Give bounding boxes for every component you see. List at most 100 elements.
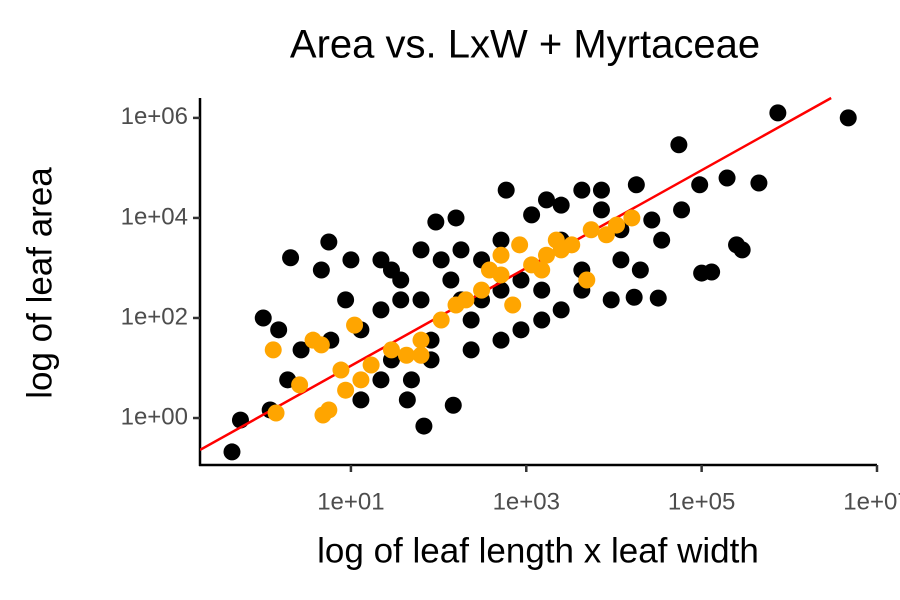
point	[462, 341, 480, 359]
point	[447, 209, 465, 227]
point	[653, 231, 671, 249]
point	[452, 241, 470, 259]
point	[492, 331, 510, 349]
point	[552, 196, 570, 214]
y-tick-label: 1e+06	[121, 103, 188, 130]
point	[427, 213, 445, 231]
point	[362, 356, 380, 374]
point	[412, 291, 430, 309]
x-tick-label: 1e+07	[843, 488, 900, 515]
y-tick-label: 1e+04	[121, 203, 188, 230]
point	[578, 271, 596, 289]
point	[523, 206, 541, 224]
point	[750, 174, 768, 192]
point	[444, 396, 462, 414]
point	[372, 301, 390, 319]
point	[398, 391, 416, 409]
point	[332, 361, 350, 379]
point	[703, 263, 721, 281]
point	[342, 251, 360, 269]
point	[492, 246, 510, 264]
point	[718, 169, 736, 187]
point	[320, 401, 338, 419]
point	[415, 417, 433, 435]
point	[267, 404, 285, 422]
point	[392, 291, 410, 309]
point	[462, 311, 480, 329]
point	[512, 321, 530, 339]
point	[537, 191, 555, 209]
point	[625, 288, 643, 306]
point	[592, 181, 610, 199]
point	[612, 251, 630, 269]
point	[372, 371, 390, 389]
point	[673, 201, 691, 219]
point	[320, 233, 338, 251]
point	[432, 311, 450, 329]
y-tick-label: 1e+00	[121, 403, 188, 430]
point	[270, 321, 288, 339]
point	[473, 281, 491, 299]
y-axis-title: log of leaf area	[20, 167, 59, 399]
point	[372, 251, 390, 269]
point	[497, 181, 515, 199]
point	[412, 346, 430, 364]
point	[292, 341, 310, 359]
point	[533, 261, 551, 279]
point	[223, 443, 241, 461]
x-tick-label: 1e+03	[493, 488, 560, 515]
point	[402, 371, 420, 389]
point	[691, 176, 709, 194]
point	[492, 231, 510, 249]
point	[649, 289, 667, 307]
point	[352, 371, 370, 389]
fit-line	[200, 96, 832, 452]
point	[504, 296, 522, 314]
point	[623, 209, 641, 227]
point	[312, 336, 330, 354]
point	[337, 291, 355, 309]
point	[382, 341, 400, 359]
point	[592, 201, 610, 219]
point	[552, 241, 570, 259]
point	[533, 281, 551, 299]
point	[537, 246, 555, 264]
point	[552, 301, 570, 319]
point	[412, 331, 430, 349]
point	[839, 109, 857, 127]
x-tick-label: 1e+05	[668, 488, 735, 515]
point	[254, 309, 272, 327]
point	[432, 251, 450, 269]
point	[442, 271, 460, 289]
point	[397, 346, 415, 364]
point	[352, 391, 370, 409]
point	[573, 181, 591, 199]
point	[337, 381, 355, 399]
x-axis-title: log of leaf length x leaf width	[317, 531, 759, 570]
y-tick-label: 1e+02	[121, 303, 188, 330]
point	[627, 176, 645, 194]
point	[670, 136, 688, 154]
point	[608, 216, 626, 234]
point	[769, 104, 787, 122]
point	[533, 311, 551, 329]
point	[412, 241, 430, 259]
point	[492, 266, 510, 284]
point	[602, 291, 620, 309]
point	[264, 341, 282, 359]
point	[733, 241, 751, 259]
point	[492, 281, 510, 299]
point	[291, 376, 309, 394]
point	[643, 211, 661, 229]
point	[457, 291, 475, 309]
point	[582, 221, 600, 239]
point	[282, 249, 300, 267]
point	[631, 261, 649, 279]
chart-title: Area vs. LxW + Myrtaceae	[290, 23, 760, 67]
point	[511, 236, 529, 254]
point	[392, 271, 410, 289]
point	[346, 316, 364, 334]
point	[512, 271, 530, 289]
x-tick-label: 1e+01	[317, 488, 384, 515]
